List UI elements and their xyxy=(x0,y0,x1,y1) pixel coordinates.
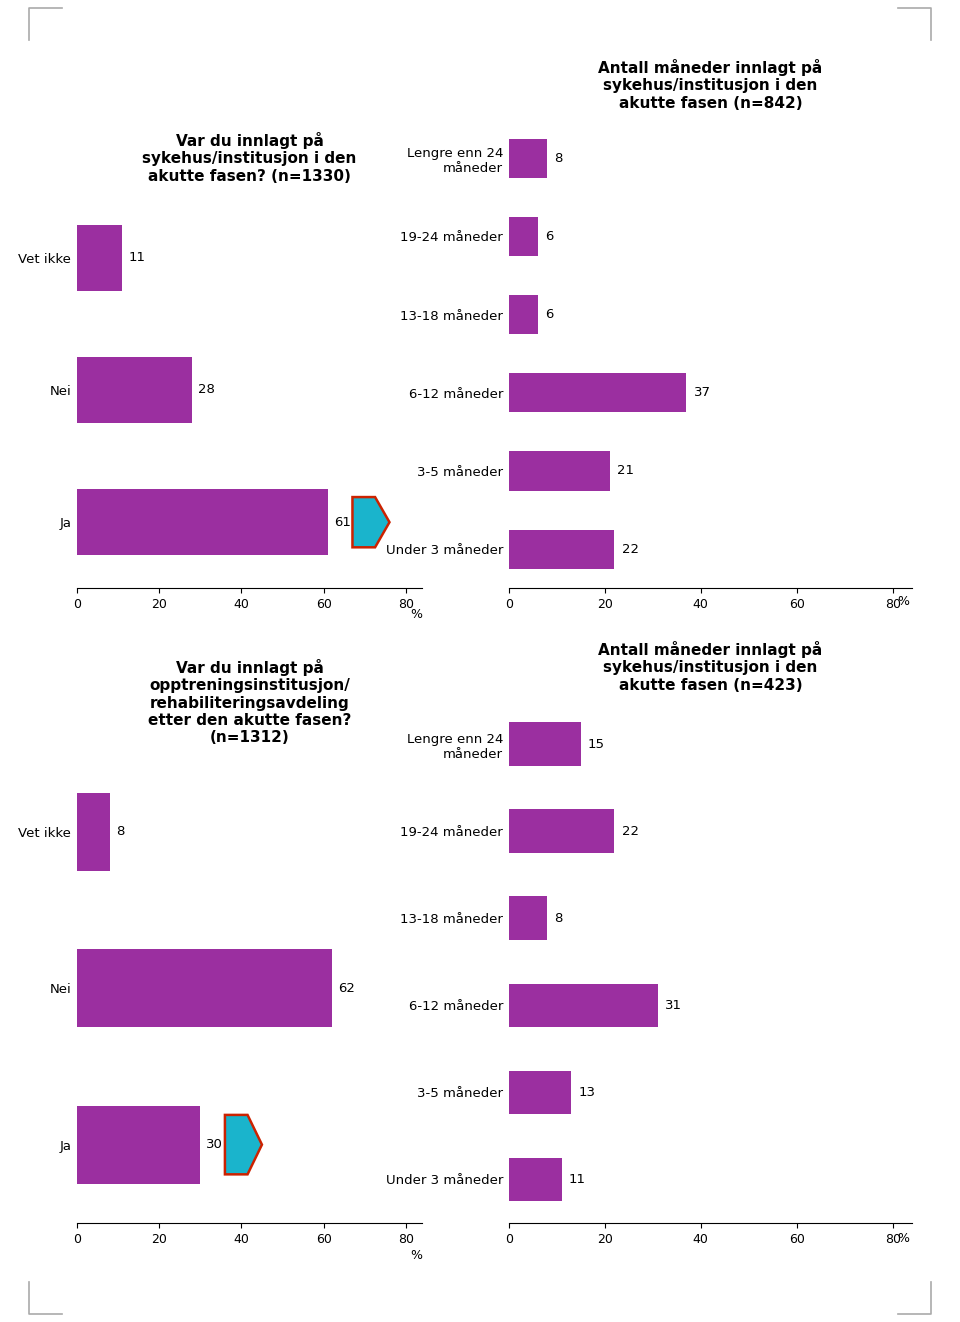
Bar xyxy=(509,1158,562,1202)
Text: %: % xyxy=(898,595,910,608)
FancyArrow shape xyxy=(352,497,390,547)
Text: 21: 21 xyxy=(616,464,634,477)
Bar xyxy=(509,984,658,1027)
Text: 11: 11 xyxy=(568,1173,586,1186)
Bar xyxy=(509,373,686,412)
Text: 28: 28 xyxy=(198,383,215,397)
Text: 62: 62 xyxy=(338,982,355,994)
Text: 15: 15 xyxy=(588,738,605,751)
Bar xyxy=(77,949,332,1027)
Bar xyxy=(509,809,614,853)
Bar xyxy=(77,489,327,555)
Bar xyxy=(509,139,547,177)
Text: 13: 13 xyxy=(578,1085,595,1099)
Title: Antall måneder innlagt på
sykehus/institusjon i den
akutte fasen (n=423): Antall måneder innlagt på sykehus/instit… xyxy=(598,641,823,693)
Text: 30: 30 xyxy=(206,1138,224,1151)
Text: 22: 22 xyxy=(622,825,638,838)
Text: 6: 6 xyxy=(544,308,553,321)
Bar xyxy=(77,225,122,291)
Text: 8: 8 xyxy=(555,152,563,165)
Text: 31: 31 xyxy=(664,998,682,1011)
FancyArrow shape xyxy=(225,1114,262,1174)
Text: %: % xyxy=(410,1249,422,1263)
Bar xyxy=(77,357,192,423)
Text: 37: 37 xyxy=(693,386,710,399)
Bar xyxy=(77,1105,201,1183)
Text: 22: 22 xyxy=(622,542,638,555)
Bar xyxy=(509,295,538,334)
Bar xyxy=(509,896,547,940)
Text: 8: 8 xyxy=(116,825,124,838)
Text: %: % xyxy=(898,1232,910,1244)
Text: %: % xyxy=(410,608,422,621)
Text: 61: 61 xyxy=(334,516,350,529)
Bar xyxy=(509,217,538,256)
Bar xyxy=(509,1071,571,1114)
Title: Var du innlagt på
opptreningsinstitusjon/
rehabiliteringsavdeling
etter den akut: Var du innlagt på opptreningsinstitusjon… xyxy=(148,658,351,746)
Text: 11: 11 xyxy=(129,251,145,264)
Title: Var du innlagt på
sykehus/institusjon i den
akutte fasen? (n=1330): Var du innlagt på sykehus/institusjon i … xyxy=(142,132,357,184)
Text: 6: 6 xyxy=(544,230,553,243)
Bar xyxy=(509,530,614,568)
Title: Antall måneder innlagt på
sykehus/institusjon i den
akutte fasen (n=842): Antall måneder innlagt på sykehus/instit… xyxy=(598,59,823,111)
Bar xyxy=(509,722,581,765)
Text: 8: 8 xyxy=(555,912,563,925)
Bar xyxy=(509,451,610,490)
Bar xyxy=(77,793,109,871)
